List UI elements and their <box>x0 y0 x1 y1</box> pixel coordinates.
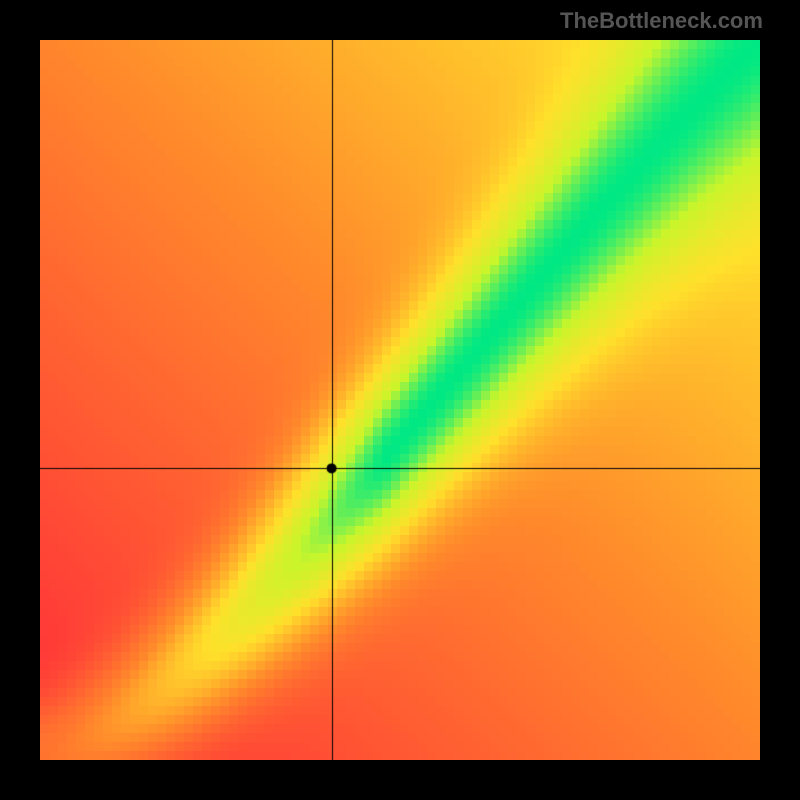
attribution-text: TheBottleneck.com <box>560 8 763 34</box>
crosshair-overlay <box>40 40 760 760</box>
chart-container: TheBottleneck.com <box>0 0 800 800</box>
